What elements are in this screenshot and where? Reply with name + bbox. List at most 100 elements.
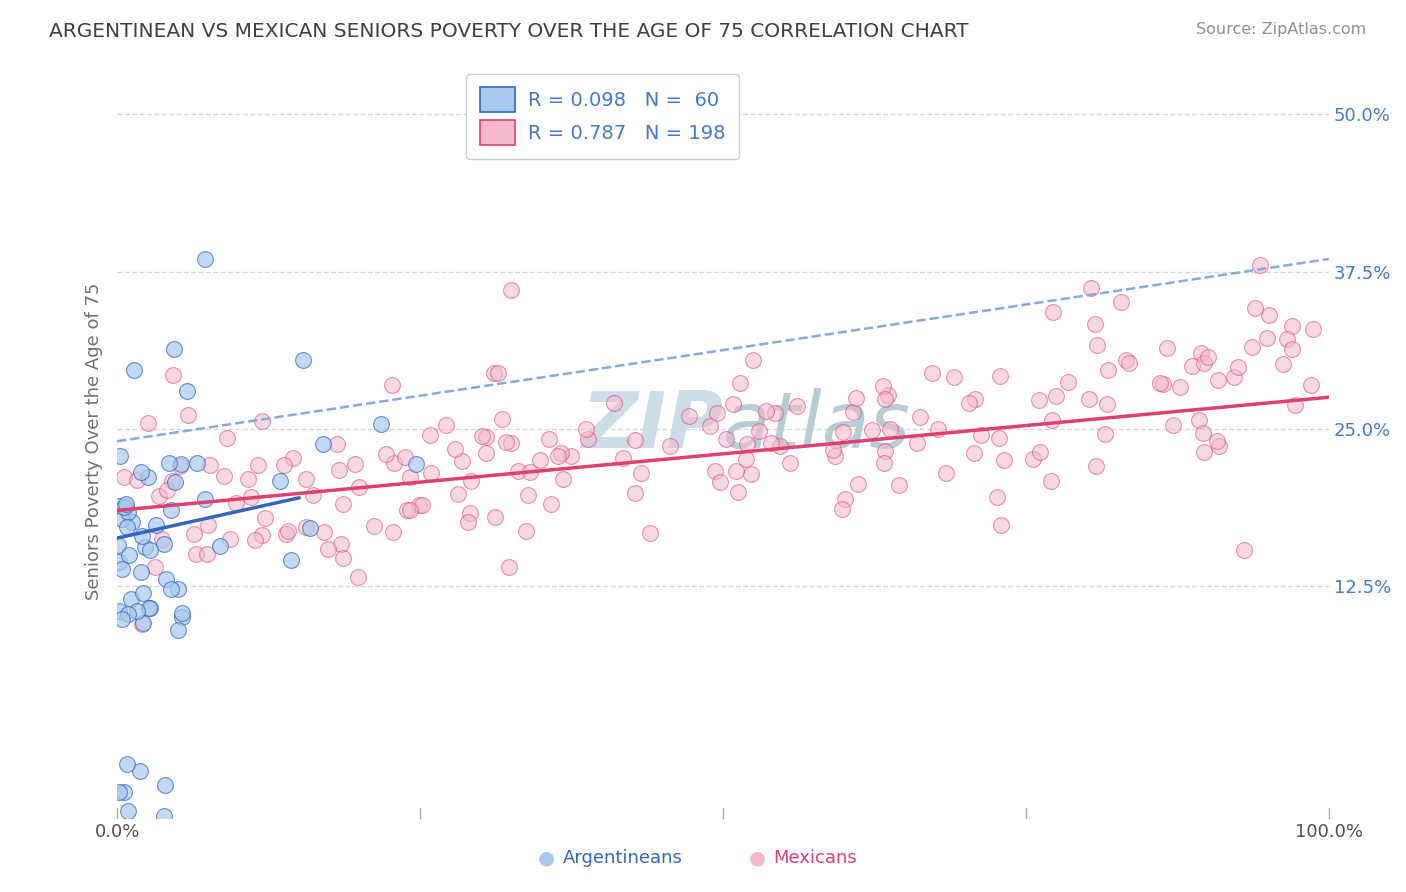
Point [742, 353, 765, 368]
Point [195, 547, 218, 561]
Point [872, 379, 894, 393]
Point [873, 456, 896, 470]
Point [347, 480, 370, 494]
Point [1156, 341, 1178, 355]
Point [363, 518, 385, 533]
Point [114, 500, 136, 514]
Point [169, 458, 191, 473]
Point [612, 450, 634, 465]
Point [1161, 417, 1184, 432]
Point [965, 392, 987, 406]
Point [845, 392, 868, 406]
Point [550, 445, 572, 459]
Point [460, 474, 482, 488]
Point [506, 464, 529, 478]
Point [136, 469, 159, 483]
Point [1109, 295, 1132, 310]
Point [194, 252, 217, 266]
Point [1192, 445, 1215, 459]
Point [986, 491, 1008, 505]
Point [399, 503, 422, 517]
Point [515, 524, 537, 539]
Point [280, 553, 302, 567]
Point [728, 376, 751, 390]
Point [160, 582, 183, 596]
Text: Argentineans: Argentineans [562, 849, 682, 867]
Point [122, 362, 145, 376]
Point [842, 405, 865, 419]
Point [1152, 377, 1174, 392]
Point [1232, 543, 1254, 558]
Point [831, 425, 853, 439]
Point [281, 451, 304, 466]
Point [252, 414, 274, 428]
Point [176, 408, 198, 422]
Point [501, 283, 523, 297]
Point [419, 466, 441, 480]
Point [382, 524, 405, 539]
Point [434, 418, 457, 433]
Point [724, 464, 747, 478]
Point [957, 396, 980, 410]
Point [759, 436, 782, 450]
Point [159, 456, 181, 470]
Point [1284, 398, 1306, 412]
Point [200, 458, 222, 472]
Point [475, 430, 498, 444]
Point [381, 377, 404, 392]
Point [208, 539, 231, 553]
Point [143, 560, 166, 574]
Point [129, 764, 152, 778]
Point [132, 616, 155, 631]
Point [117, 757, 139, 772]
Point [516, 487, 538, 501]
Point [295, 520, 318, 534]
Point [1084, 317, 1107, 331]
Point [112, 500, 135, 514]
Point [107, 538, 129, 552]
Point [824, 449, 846, 463]
Point [243, 533, 266, 548]
Point [138, 600, 160, 615]
Point [1045, 389, 1067, 403]
Point [1028, 393, 1050, 408]
Point [658, 439, 681, 453]
Point [127, 604, 149, 618]
Point [131, 529, 153, 543]
Point [1097, 362, 1119, 376]
Point [1249, 258, 1271, 272]
Point [1206, 373, 1229, 387]
Point [117, 505, 139, 519]
Point [560, 449, 582, 463]
Point [551, 472, 574, 486]
Point [529, 452, 551, 467]
Point [927, 422, 949, 436]
Point [330, 537, 353, 551]
Point [1029, 445, 1052, 459]
Point [131, 586, 153, 600]
Point [176, 384, 198, 399]
Point [623, 433, 645, 447]
Text: Mexicans: Mexicans [773, 849, 858, 867]
Point [111, 611, 134, 625]
Point [1080, 281, 1102, 295]
Point [498, 560, 520, 574]
Point [970, 428, 993, 442]
Point [1258, 308, 1281, 322]
Point [343, 457, 366, 471]
Point [332, 497, 354, 511]
Point [768, 439, 790, 453]
Point [706, 407, 728, 421]
Point [298, 520, 321, 534]
Point [458, 507, 481, 521]
Point [160, 474, 183, 488]
Point [1057, 375, 1080, 389]
Point [699, 418, 721, 433]
Point [1118, 356, 1140, 370]
Point [117, 607, 139, 622]
Point [419, 427, 441, 442]
Point [1256, 331, 1278, 345]
Text: atlas: atlas [723, 388, 911, 464]
Point [921, 367, 943, 381]
Point [375, 447, 398, 461]
